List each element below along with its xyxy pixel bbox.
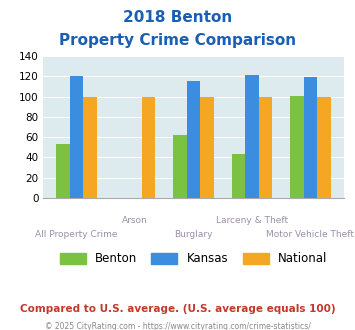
Text: Property Crime Comparison: Property Crime Comparison [59,33,296,48]
Text: Larceny & Theft: Larceny & Theft [216,216,288,225]
Text: 2018 Benton: 2018 Benton [123,10,232,25]
Bar [83,97,97,198]
Bar [259,97,272,198]
Bar [187,82,200,198]
Bar [304,78,317,198]
Text: © 2025 CityRating.com - https://www.cityrating.com/crime-statistics/: © 2025 CityRating.com - https://www.city… [45,322,310,330]
Text: Compared to U.S. average. (U.S. average equals 100): Compared to U.S. average. (U.S. average … [20,304,335,314]
Bar [317,97,331,198]
Text: Motor Vehicle Theft: Motor Vehicle Theft [267,230,354,239]
Bar [173,135,187,198]
Text: Arson: Arson [122,216,148,225]
Bar [70,76,83,198]
Bar [245,75,259,198]
Bar [56,144,70,198]
Bar [142,97,155,198]
Bar [232,154,245,198]
Bar [290,96,304,198]
Text: Burglary: Burglary [174,230,213,239]
Bar [200,97,214,198]
Legend: Benton, Kansas, National: Benton, Kansas, National [55,248,332,270]
Text: All Property Crime: All Property Crime [35,230,118,239]
